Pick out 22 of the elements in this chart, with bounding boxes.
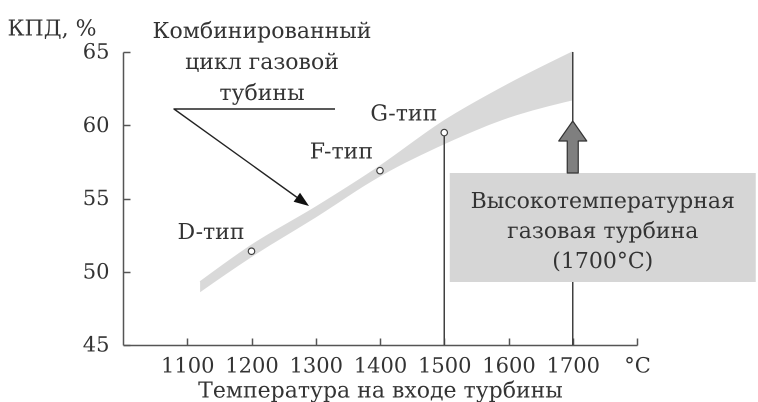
y-tick-label: 60 [82,112,110,137]
point [376,166,384,174]
annotation: Высокотемпературная газовая турбина (1700°C) [470,189,735,274]
y-tick-label: 50 [82,259,110,284]
annotation: F-тип [310,140,373,165]
x-tick-label: 1500 [418,354,472,378]
y-tick-label: 65 [82,40,110,64]
x-tick-label: 1700 [546,354,600,378]
y-axis-title: КПД, % [8,16,96,42]
x-tick-label: °C [624,354,651,378]
x-tick-label: 1300 [290,354,343,378]
annotation: G-тип [370,102,438,127]
annotation: Комбинированный цикл газовой тубины [152,19,372,106]
point [248,247,256,256]
y-tick-label: 45 [82,332,110,356]
y-tick-label: 55 [82,186,110,210]
x-tick-label: 1400 [354,354,408,378]
x-tick-label: 1200 [225,354,279,378]
x-tick-label: 1600 [482,354,536,378]
point [440,128,448,136]
annotation: D-тип [178,220,244,246]
x-tick-label: 1100 [161,354,214,378]
